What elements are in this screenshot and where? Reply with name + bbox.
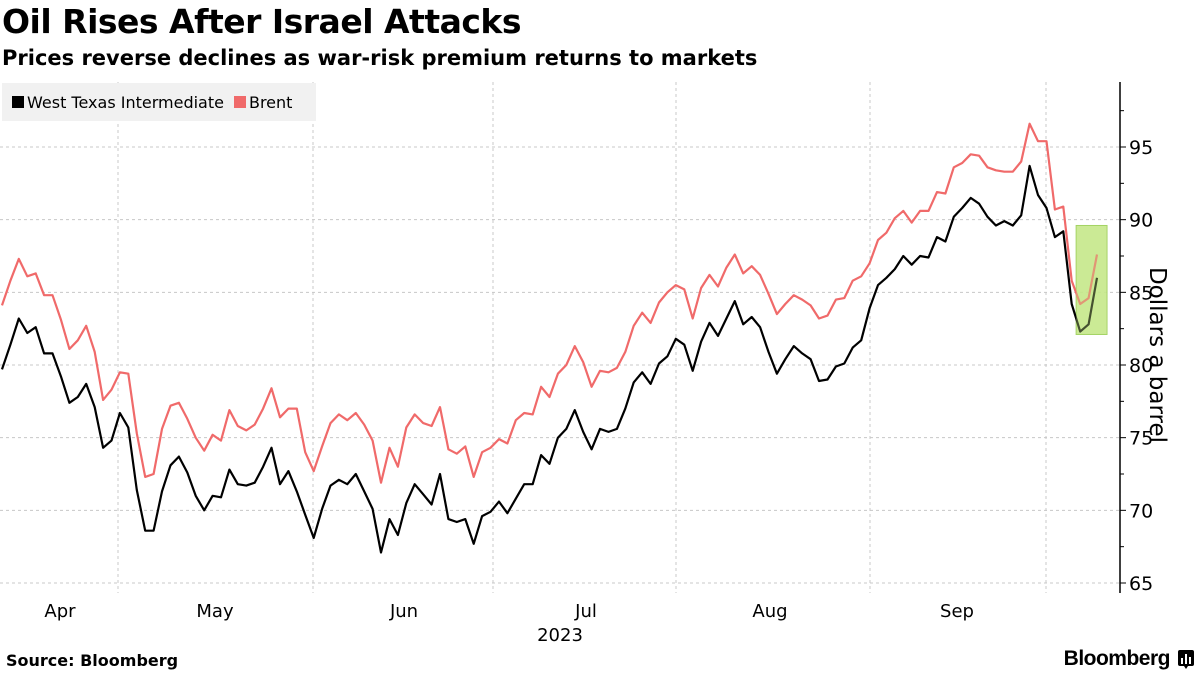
y-tick-label: 70 bbox=[1129, 500, 1153, 522]
chart-subtitle: Prices reverse declines as war-risk prem… bbox=[2, 46, 758, 70]
legend-label-brent: Brent bbox=[248, 92, 293, 112]
legend-swatch-brent bbox=[233, 96, 246, 108]
source-note: Source: Bloomberg bbox=[6, 651, 179, 670]
highlight-box bbox=[1075, 224, 1108, 335]
y-tick-label: 95 bbox=[1129, 137, 1153, 159]
y-tick-label: 75 bbox=[1129, 428, 1153, 450]
legend-item-brent[interactable]: Brent bbox=[233, 92, 293, 112]
x-year-label: 2023 bbox=[537, 625, 583, 646]
x-tick-label: Apr bbox=[44, 601, 76, 622]
x-tick-label: May bbox=[196, 601, 234, 622]
series-line-wti bbox=[0, 164, 1099, 554]
legend: West Texas Intermediate Brent bbox=[2, 83, 316, 121]
bloomberg-logo: Bloomberg bbox=[1063, 647, 1171, 670]
x-tick-label: Aug bbox=[752, 601, 787, 622]
x-tick-label: Jul bbox=[574, 601, 597, 622]
x-tick-label: Jun bbox=[389, 601, 418, 622]
series-line-brent bbox=[0, 122, 1099, 484]
y-tick-label: 65 bbox=[1129, 573, 1153, 595]
y-axis: 65 70 75 80 85 90 95 bbox=[1119, 82, 1153, 595]
legend-item-wti[interactable]: West Texas Intermediate bbox=[12, 93, 224, 112]
y-tick-label: 85 bbox=[1129, 282, 1153, 304]
legend-label-wti: West Texas Intermediate bbox=[27, 92, 224, 112]
chart-title: Oil Rises After Israel Attacks bbox=[2, 2, 522, 41]
gridlines bbox=[0, 82, 1120, 593]
y-tick-label: 80 bbox=[1129, 355, 1153, 377]
x-axis: Apr May Jun Jul Aug Sep 2023 bbox=[44, 601, 974, 646]
highlight-layer bbox=[1075, 224, 1108, 335]
legend-swatch-wti bbox=[12, 96, 24, 108]
bloomberg-chart-icon bbox=[1178, 650, 1194, 669]
y-tick-label: 90 bbox=[1129, 210, 1153, 232]
highlight-overlay bbox=[1076, 225, 1107, 335]
x-tick-label: Sep bbox=[940, 601, 974, 622]
y-axis-label: Dollars a barrel bbox=[1144, 266, 1170, 444]
series-lines bbox=[0, 122, 1107, 554]
